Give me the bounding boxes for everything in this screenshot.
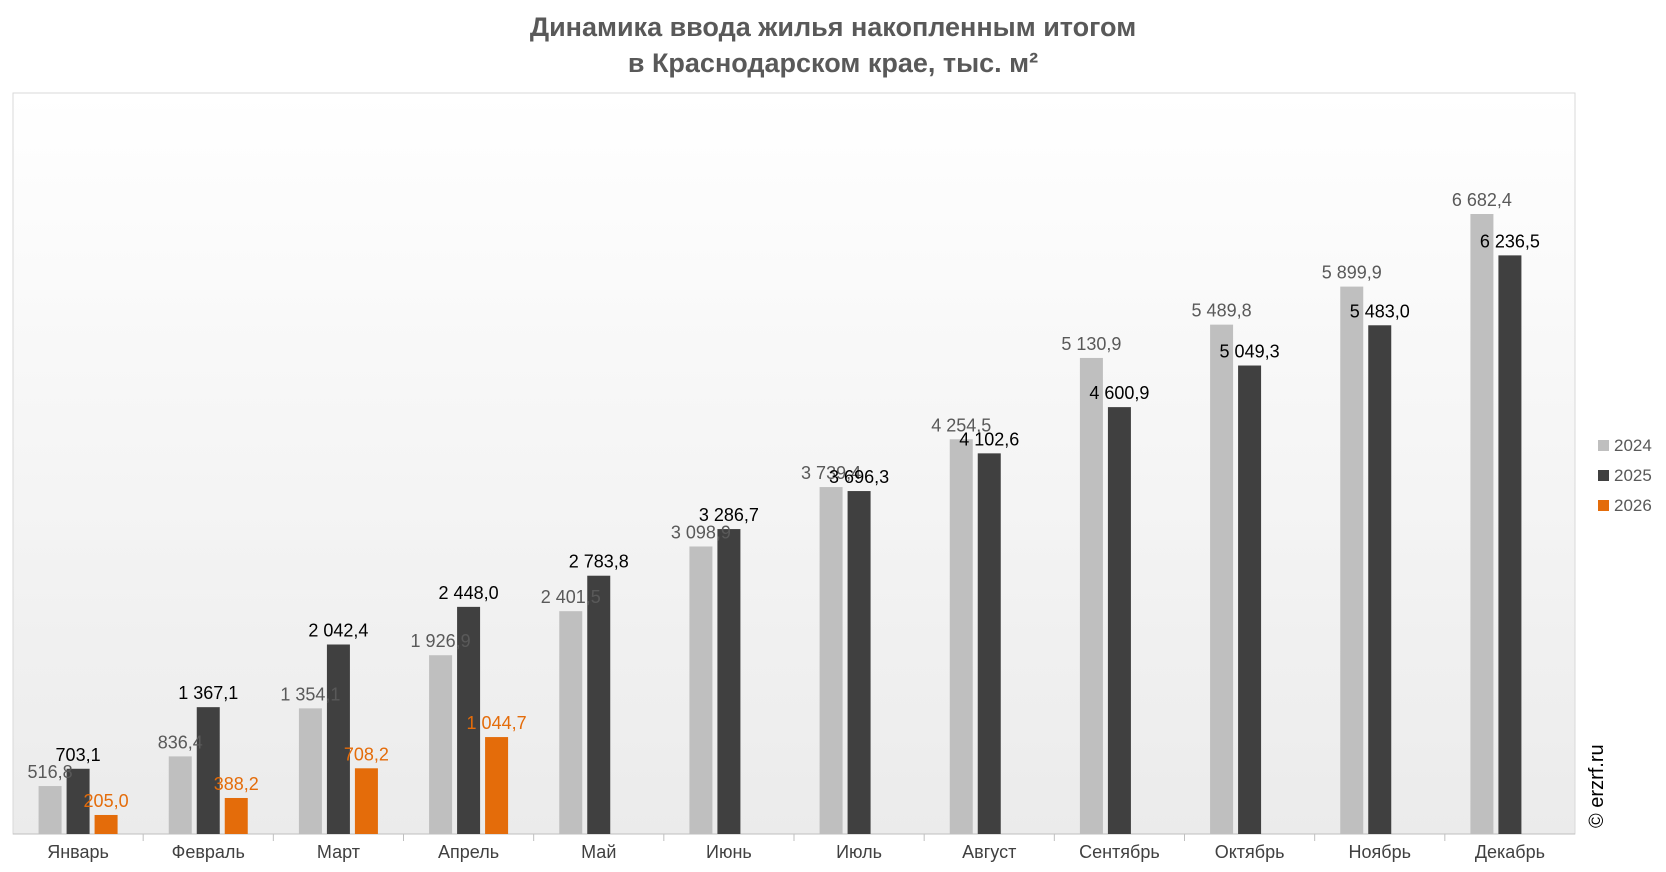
bar-2025 [587,575,611,834]
bar-2024 [38,786,62,834]
bar-2025 [457,606,481,834]
bar-2024 [429,655,453,834]
data-label-2025: 4 102,6 [959,429,1019,449]
bar-2024 [819,487,843,834]
legend-label-2026: 2026 [1614,496,1652,515]
bar-2025 [1368,325,1392,834]
legend-label-2025: 2025 [1614,466,1652,485]
x-tick-label: Август [962,842,1016,862]
data-label-2024: 5 130,9 [1061,334,1121,354]
data-label-2024: 4 254,5 [931,415,991,435]
x-tick-label: Март [317,842,360,862]
bar-2024 [168,756,192,834]
bar-2025 [196,707,220,834]
bar-2025 [1238,365,1262,834]
bar-2026 [485,737,509,834]
legend-swatch-2024 [1598,440,1609,451]
data-label-2025: 3 696,3 [829,467,889,487]
x-tick-label: Июнь [706,842,752,862]
data-label-2025: 5 483,0 [1350,301,1410,321]
x-tick-label: Декабрь [1475,842,1545,862]
data-label-2026: 708,2 [344,744,389,764]
bar-2024 [559,611,583,834]
data-label-2024: 3 098,9 [671,522,731,542]
x-tick-label: Ноябрь [1349,842,1411,862]
category-separators [142,834,1446,841]
plot-area [12,92,1576,835]
data-label-2026: 205,0 [84,791,129,811]
data-label-2025: 1 367,1 [178,683,238,703]
bar-2025 [847,491,871,834]
bar-2025 [717,529,741,834]
data-label-2025: 5 049,3 [1220,342,1280,362]
bar-2024 [1210,324,1234,834]
data-label-2024: 6 682,4 [1452,190,1512,210]
data-label-2025: 2 783,8 [569,552,629,572]
bar-2024 [1470,214,1494,834]
chart-title-line2: в Краснодарском крае, тыс. м² [628,48,1038,78]
data-label-2024: 3 739,4 [801,463,861,483]
bar-2024 [689,546,713,834]
bar-2026 [94,814,118,834]
chart-title-line1: Динамика ввода жилья накопленным итогом [530,12,1136,42]
data-label-2025: 2 448,0 [439,583,499,603]
x-tick-label: Январь [47,842,109,862]
data-label-2024: 836,4 [158,732,203,752]
x-tick-label: Октябрь [1215,842,1285,862]
bars [38,214,1522,834]
data-label-2024: 1 354,1 [280,684,340,704]
legend-swatch-2026 [1598,500,1609,511]
bar-2026 [224,797,248,834]
x-tick-label: Май [581,842,616,862]
bar-2025 [1498,255,1522,834]
data-label-2024: 5 489,8 [1192,301,1252,321]
data-label-2025: 3 286,7 [699,505,759,525]
data-label-2024: 2 401,5 [541,587,601,607]
bar-2025 [1107,407,1131,834]
data-label-2025: 6 236,5 [1480,231,1540,251]
legend: 2024 2025 2026 [1598,436,1652,515]
data-label-2025: 2 042,4 [308,621,368,641]
data-label-2024: 5 899,9 [1322,263,1382,283]
x-tick-label: Сентябрь [1079,842,1160,862]
bar-2024 [1079,357,1103,834]
data-label-2026: 1 044,7 [467,713,527,733]
data-label-2026: 388,2 [214,774,259,794]
bar-2024 [298,708,322,834]
x-tick-label: Апрель [438,842,499,862]
copyright-text: © erzrf.ru [1586,744,1608,828]
legend-swatch-2025 [1598,470,1609,481]
data-label-2024: 1 926,9 [411,631,471,651]
legend-label-2024: 2024 [1614,436,1652,455]
x-tick-label: Февраль [172,842,245,862]
bar-2024 [1340,286,1364,834]
category-labels: Январь Февраль Март Апрель Май Июнь Июль Август… [47,842,1545,862]
bar-2025 [326,644,350,834]
bar-2026 [354,768,378,834]
x-tick-label: Июль [836,842,882,862]
bar-2025 [977,453,1001,834]
data-label-2025: 703,1 [56,745,101,765]
bar-2024 [949,439,973,834]
data-label-2025: 4 600,9 [1089,383,1149,403]
bar-2025 [66,768,90,834]
data-label-2024: 516,8 [28,762,73,782]
